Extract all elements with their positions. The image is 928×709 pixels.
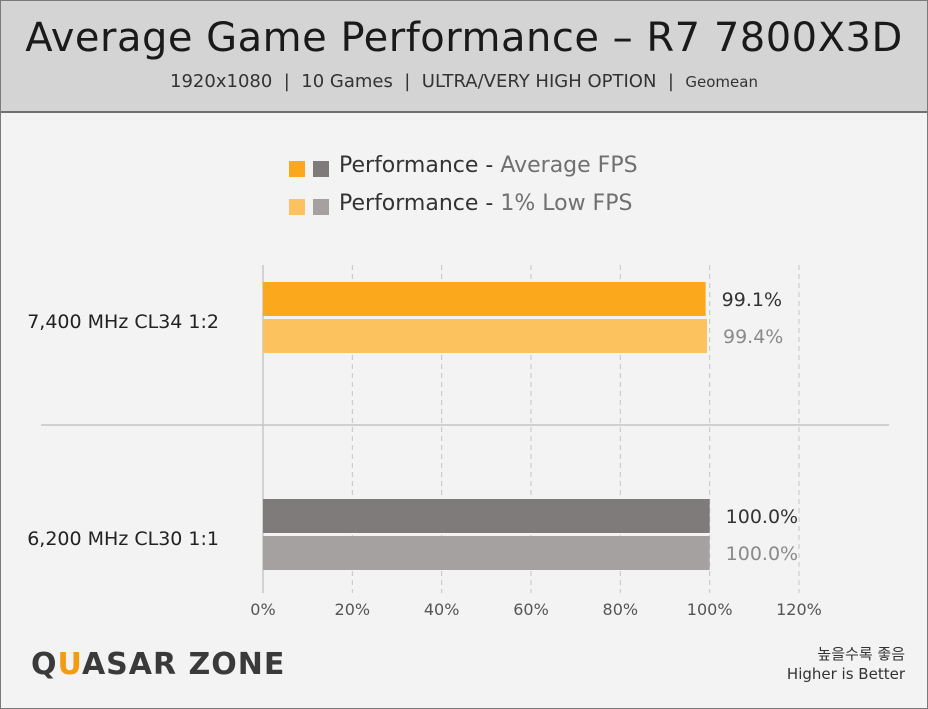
subtitle-geomean: Geomean — [685, 73, 758, 91]
bar — [263, 536, 710, 570]
legend-prefix: Performance - — [339, 191, 501, 216]
chart-subtitle: 1920x1080 | 10 Games | ULTRA/VERY HIGH O… — [1, 71, 927, 92]
x-tick-label: 100% — [687, 600, 733, 619]
chart-header: Average Game Performance – R7 7800X3D 19… — [1, 1, 927, 113]
data-label: 99.4% — [723, 326, 783, 348]
data-label: 100.0% — [726, 506, 798, 528]
x-tick-label: 80% — [603, 600, 639, 619]
logo-part-1: Q — [31, 647, 58, 682]
x-tick-label: 120% — [776, 600, 822, 619]
data-label: 100.0% — [726, 543, 798, 565]
legend-prefix: Performance - — [339, 153, 501, 178]
legend-suffix: Average FPS — [500, 153, 638, 178]
legend-label-average: Performance - Average FPS — [339, 153, 638, 178]
bar — [263, 319, 707, 353]
bar — [263, 499, 710, 533]
note-korean: 높을수록 좋음 — [817, 645, 905, 663]
quasarzone-logo: QUASAR ZONE — [31, 647, 285, 682]
category-label: 7,400 MHz CL34 1:2 — [27, 311, 219, 333]
legend-label-low: Performance - 1% Low FPS — [339, 191, 632, 216]
legend-swatch-orange-low — [289, 199, 305, 215]
data-label: 99.1% — [722, 289, 782, 311]
subtitle-main: 1920x1080 | 10 Games | ULTRA/VERY HIGH O… — [170, 71, 686, 92]
bar — [263, 282, 706, 316]
x-tick-label: 20% — [335, 600, 371, 619]
logo-part-2: ASAR ZONE — [81, 647, 286, 682]
x-tick-label: 40% — [424, 600, 460, 619]
category-label: 6,200 MHz CL30 1:1 — [27, 528, 219, 550]
chart-title: Average Game Performance – R7 7800X3D — [25, 15, 903, 61]
x-tick-label: 60% — [513, 600, 549, 619]
logo-part-accent: U — [57, 647, 82, 682]
legend-swatch-grey-low — [313, 199, 329, 215]
legend-suffix: 1% Low FPS — [500, 191, 633, 216]
note-english: Higher is Better — [786, 665, 905, 683]
legend-swatch-orange-avg — [289, 161, 305, 177]
x-tick-label: 0% — [250, 600, 275, 619]
legend-swatch-grey-avg — [313, 161, 329, 177]
